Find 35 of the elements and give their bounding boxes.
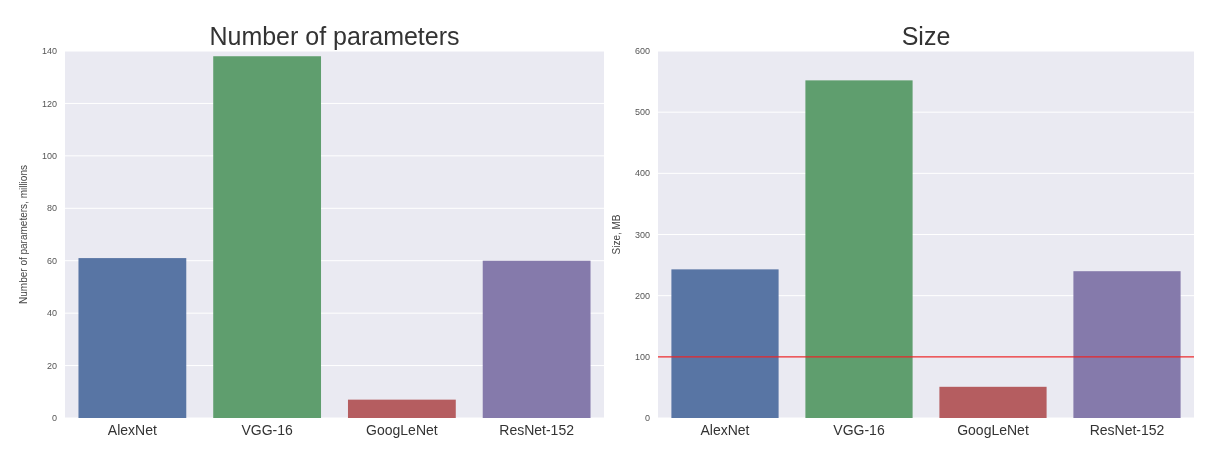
bar	[939, 386, 1047, 418]
x-tick-label: ResNet-152	[499, 422, 575, 438]
y-tick-label: 100	[634, 351, 650, 362]
y-tick-label: 60	[46, 255, 57, 266]
y-tick-label: 500	[634, 107, 650, 118]
x-tick-label: GoogLeNet	[366, 422, 438, 438]
x-tick-label: ResNet-152	[1089, 422, 1165, 438]
y-tick-label: 0	[51, 413, 57, 424]
y-tick-label: 400	[634, 168, 650, 179]
y-tick-label: 100	[41, 151, 57, 162]
y-tick-label: 20	[46, 360, 57, 371]
y-axis-title: Number of parameters, millions	[18, 165, 29, 304]
y-tick-label: 140	[41, 46, 57, 57]
chart-title: Number of parameters	[209, 22, 460, 50]
y-tick-label: 0	[644, 413, 650, 424]
bar	[78, 258, 187, 418]
chart-title: Size	[901, 22, 951, 50]
y-tick-label: 200	[634, 290, 650, 301]
x-tick-label: VGG-16	[833, 422, 885, 438]
y-axis-title: Size, MB	[611, 214, 622, 255]
x-tick-label: VGG-16	[241, 422, 294, 438]
bar	[347, 399, 456, 418]
bar	[213, 56, 322, 418]
y-tick-label: 40	[46, 308, 57, 319]
y-tick-label: 120	[41, 98, 57, 109]
x-tick-label: AlexNet	[107, 422, 157, 438]
x-tick-label: GoogLeNet	[957, 422, 1029, 438]
x-tick-label: AlexNet	[700, 422, 750, 438]
bar	[1073, 271, 1181, 418]
y-tick-label: 300	[634, 229, 650, 240]
bar	[671, 269, 779, 418]
bar	[805, 80, 913, 418]
y-tick-label: 600	[634, 46, 650, 57]
y-tick-label: 80	[46, 203, 57, 214]
bar	[482, 260, 591, 418]
